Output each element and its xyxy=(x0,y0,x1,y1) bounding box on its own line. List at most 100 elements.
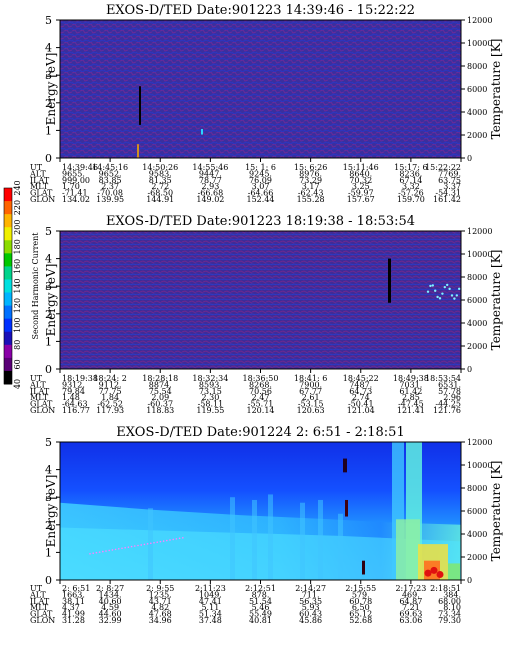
orbit-value: -64.66 xyxy=(248,189,274,198)
y2-tick-label: 0 xyxy=(467,154,472,163)
orbit-row-label: GLON xyxy=(30,616,55,625)
orbit-value: 15:11:46 xyxy=(343,163,379,172)
y2-tick-label: 12000 xyxy=(467,227,492,236)
orbit-value: 18:24: 2 xyxy=(93,374,126,383)
orbit-value: -47.45 xyxy=(398,400,424,409)
orbit-value: 2.30 xyxy=(201,393,219,402)
orbit-value: 2: 8:27 xyxy=(96,584,124,593)
orbit-value: 78.77 xyxy=(199,176,222,185)
orbit-value: 2:12:51 xyxy=(245,584,276,593)
orbit-value: 2: 6:51 xyxy=(62,584,90,593)
orbit-value: 38.11 xyxy=(62,597,85,606)
y-axis-label: Energy [eV] xyxy=(44,475,58,548)
y2-tick-label: 10000 xyxy=(467,250,492,259)
orbit-value: -53.15 xyxy=(298,400,324,409)
orbit-value: 2:11:23 xyxy=(195,584,226,593)
orbit-value: 119.55 xyxy=(196,406,224,415)
orbit-value: 3.17 xyxy=(302,182,320,191)
y2-axis-label: Temperature [K] xyxy=(489,461,503,562)
orbit-value: -68.50 xyxy=(147,189,173,198)
orbit-value: 7900. xyxy=(299,380,322,389)
orbit-value: 57.78 xyxy=(438,387,461,396)
orbit-value: 2:17:23 xyxy=(395,584,426,593)
y-tick-label: 2 xyxy=(45,308,52,321)
y2-tick-label: 2000 xyxy=(467,342,487,351)
y-tick-label: 3 xyxy=(45,491,52,504)
y-tick-label: 2 xyxy=(45,519,52,532)
y2-tick-label: 10000 xyxy=(467,39,492,48)
orbit-value: 1.70 xyxy=(62,182,80,191)
orbit-value: 77.75 xyxy=(99,387,122,396)
orbit-row-label: ILAT xyxy=(30,597,50,606)
orbit-value: 711. xyxy=(302,590,320,599)
colorbar-segment xyxy=(4,331,12,346)
colorbar-segment xyxy=(4,214,12,228)
colorbar-segment xyxy=(4,305,12,320)
orbit-value: 3.07 xyxy=(252,182,270,191)
orbit-value: -66.68 xyxy=(198,189,224,198)
orbit-value: 18:53:54 xyxy=(425,374,461,383)
orbit-value: 117.93 xyxy=(96,406,124,415)
orbit-value: 18:36:50 xyxy=(243,374,279,383)
orbit-value: 8.10 xyxy=(443,603,461,612)
y-tick-label: 4 xyxy=(45,42,52,55)
orbit-value: 60.78 xyxy=(349,597,372,606)
orbit-value: 14:50:26 xyxy=(142,163,178,172)
orbit-value: 79.30 xyxy=(438,616,461,625)
y-tick-label: 5 xyxy=(45,436,52,449)
colorbar-segment xyxy=(4,266,12,280)
y2-tick-label: 12000 xyxy=(467,16,492,25)
orbit-value: 7031. xyxy=(399,380,422,389)
orbit-value: -55.71 xyxy=(248,400,274,409)
orbit-value: 2:14:27 xyxy=(295,584,326,593)
panel-title: EXOS-D/TED Date:901223 18:19:38 - 18:53:… xyxy=(106,214,415,229)
orbit-value: 1.48 xyxy=(62,393,80,402)
orbit-row-label: GLON xyxy=(30,406,55,415)
orbit-value: 2.96 xyxy=(443,393,461,402)
orbit-value: 1663. xyxy=(62,590,85,599)
orbit-value: 384. xyxy=(443,590,461,599)
orbit-value: 64.87 xyxy=(399,597,422,606)
colorbar-tick-label: 80 xyxy=(13,340,22,350)
spectrogram-features xyxy=(388,258,461,303)
y-tick-label: 1 xyxy=(45,124,52,137)
orbit-value: 32.99 xyxy=(99,616,122,625)
orbit-value: 159.70 xyxy=(397,195,425,204)
y2-tick-label: 2000 xyxy=(467,553,487,562)
colorbar-tick-label: 40 xyxy=(13,379,22,389)
colorbar-segment xyxy=(4,357,12,372)
orbit-value: 9112. xyxy=(99,380,122,389)
orbit-value: 2.74 xyxy=(352,393,370,402)
y2-tick-label: 6000 xyxy=(467,85,487,94)
orbit-value: 116.77 xyxy=(62,406,90,415)
orbit-value: -58.11 xyxy=(198,400,224,409)
orbit-value: 579. xyxy=(352,590,370,599)
orbit-value: 18:28:18 xyxy=(142,374,178,383)
spectrogram-features xyxy=(60,442,461,580)
orbit-value: 15: 6:26 xyxy=(294,163,327,172)
orbit-value: 1434. xyxy=(99,590,122,599)
orbit-row-label: ILAT xyxy=(30,176,50,185)
orbit-value: 8976. xyxy=(299,169,322,178)
y2-tick-label: 8000 xyxy=(467,273,487,282)
y-tick-label: 2 xyxy=(45,97,52,110)
orbit-value: 14:55:46 xyxy=(192,163,228,172)
orbit-value: 68.00 xyxy=(438,597,461,606)
orbit-value: 83.85 xyxy=(99,176,122,185)
orbit-value: 67.77 xyxy=(299,387,322,396)
y2-tick-label: 8000 xyxy=(467,62,487,71)
orbit-value: 81.35 xyxy=(149,176,172,185)
orbit-value: 45.86 xyxy=(299,616,322,625)
orbit-value: 61.42 xyxy=(399,387,422,396)
colorbar-tick-label: 160 xyxy=(13,259,22,274)
orbit-value: 2.72 xyxy=(151,182,169,191)
orbit-value: 44.60 xyxy=(99,610,122,619)
orbit-row-label: UT xyxy=(30,584,43,593)
orbit-value: 55.49 xyxy=(249,610,272,619)
orbit-value: 2.85 xyxy=(402,393,420,402)
orbit-value: 18:19:38 xyxy=(62,374,98,383)
orbit-value: -59.97 xyxy=(348,189,374,198)
orbit-value: 121.41 xyxy=(397,406,425,415)
y2-tick-label: 4000 xyxy=(467,319,487,328)
orbit-value: 6.50 xyxy=(352,603,370,612)
